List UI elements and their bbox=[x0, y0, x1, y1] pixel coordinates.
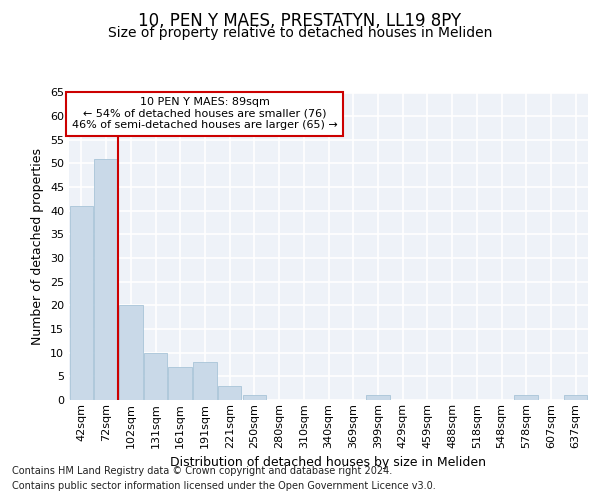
Bar bbox=[193, 362, 217, 400]
Bar bbox=[70, 206, 93, 400]
Bar bbox=[366, 396, 389, 400]
Bar bbox=[242, 396, 266, 400]
Bar bbox=[564, 396, 587, 400]
Bar bbox=[218, 386, 241, 400]
Text: 10, PEN Y MAES, PRESTATYN, LL19 8PY: 10, PEN Y MAES, PRESTATYN, LL19 8PY bbox=[139, 12, 461, 30]
Text: Size of property relative to detached houses in Meliden: Size of property relative to detached ho… bbox=[108, 26, 492, 40]
Text: Contains HM Land Registry data © Crown copyright and database right 2024.: Contains HM Land Registry data © Crown c… bbox=[12, 466, 392, 476]
Bar bbox=[144, 352, 167, 400]
Bar bbox=[119, 306, 143, 400]
Text: Contains public sector information licensed under the Open Government Licence v3: Contains public sector information licen… bbox=[12, 481, 436, 491]
Y-axis label: Number of detached properties: Number of detached properties bbox=[31, 148, 44, 345]
Text: 10 PEN Y MAES: 89sqm
← 54% of detached houses are smaller (76)
46% of semi-detac: 10 PEN Y MAES: 89sqm ← 54% of detached h… bbox=[72, 97, 338, 130]
Bar bbox=[169, 367, 192, 400]
Bar bbox=[94, 158, 118, 400]
Bar bbox=[514, 396, 538, 400]
X-axis label: Distribution of detached houses by size in Meliden: Distribution of detached houses by size … bbox=[170, 456, 487, 469]
